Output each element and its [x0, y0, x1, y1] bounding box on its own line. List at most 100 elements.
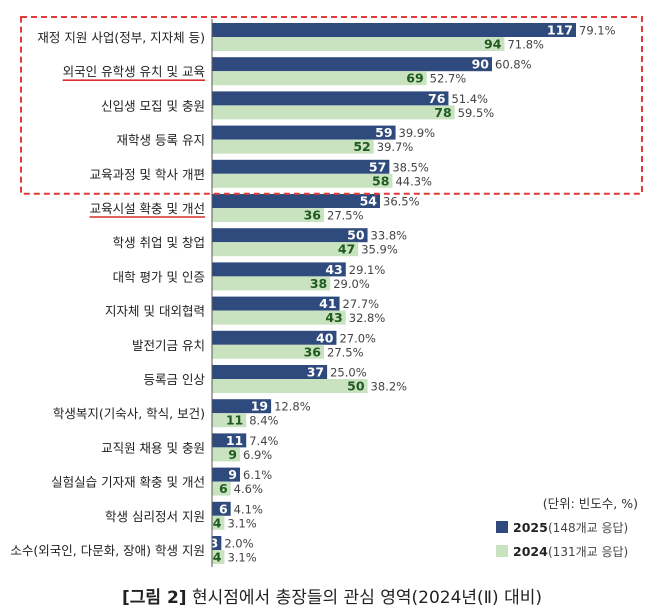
bar-2025: [212, 23, 576, 37]
percent-label-2025: 29.1%: [349, 263, 386, 277]
bar-2025: [212, 399, 272, 414]
percent-label-2024: 38.2%: [371, 380, 408, 394]
percent-label-2024: 4.6%: [234, 482, 263, 496]
category-label: 외국인 유학생 유치 및 교육: [63, 64, 205, 79]
bar-2025: [212, 536, 222, 550]
bar-2025: [212, 262, 346, 277]
legend-swatch-2025: [496, 521, 508, 533]
percent-label-2025: 25.0%: [330, 366, 367, 380]
unit-note: (단위: 빈도수, %): [543, 496, 638, 511]
percent-label-2024: 6.9%: [243, 448, 272, 462]
percent-label-2025: 39.9%: [399, 126, 436, 140]
category-label: 재정 지원 사업(정부, 지자체 등): [37, 30, 205, 45]
caption-text: 현시점에서 총장들의 관심 영역(2024년(Ⅱ) 대비): [186, 588, 542, 608]
percent-label-2024: 44.3%: [395, 174, 432, 188]
percent-label-2025: 51.4%: [451, 92, 488, 106]
percent-label-2025: 6.1%: [243, 468, 272, 482]
caption-prefix: [그림 2]: [122, 588, 187, 608]
bar-2024: [212, 550, 225, 564]
bar-2025: [212, 125, 396, 140]
value-label-2025: 37: [307, 365, 324, 380]
value-label-2024: 6: [219, 481, 228, 496]
category-label: 교직원 채용 및 충원: [101, 440, 205, 455]
category-label: 학생 심리정서 지원: [105, 509, 205, 524]
bar-2024: [212, 242, 359, 257]
value-label-2025: 11: [226, 433, 243, 448]
bar-2025: [212, 433, 247, 448]
value-label-2025: 50: [347, 228, 365, 243]
category-label: 발전기금 유치: [132, 338, 205, 353]
percent-label-2025: 38.5%: [392, 160, 429, 174]
percent-label-2025: 12.8%: [274, 400, 311, 414]
category-label: 교육과정 및 학사 개편: [90, 167, 205, 182]
bar-2024: [212, 37, 505, 51]
value-label-2025: 3: [210, 536, 219, 551]
percent-label-2024: 59.5%: [458, 106, 495, 120]
value-label-2024: 52: [353, 139, 370, 154]
value-label-2024: 38: [310, 276, 327, 291]
bar-2024: [212, 481, 231, 496]
value-label-2025: 19: [251, 399, 268, 414]
bar-2024: [212, 208, 324, 222]
highlight-box: [20, 16, 643, 195]
bar-2024: [212, 413, 247, 428]
category-label: 교육시설 확충 및 개선: [90, 201, 205, 216]
percent-label-2024: 27.5%: [327, 345, 364, 359]
percent-label-2025: 79.1%: [579, 24, 616, 38]
bar-2024: [212, 515, 225, 530]
bar-2024: [212, 173, 393, 188]
value-label-2024: 43: [325, 310, 342, 325]
legend-label-2024: 2024: [513, 544, 548, 559]
value-label-2024: 9: [228, 447, 237, 462]
value-label-2024: 4: [213, 550, 222, 565]
percent-label-2024: 71.8%: [507, 38, 544, 52]
value-label-2024: 4: [213, 515, 222, 530]
percent-label-2025: 2.0%: [224, 537, 253, 551]
percent-label-2024: 35.9%: [361, 243, 398, 257]
value-label-2024: 78: [434, 105, 451, 120]
bar-2025: [212, 296, 340, 311]
category-label: 재학생 등록 유지: [117, 133, 205, 148]
value-label-2025: 43: [325, 262, 342, 277]
bar-2024: [212, 139, 374, 154]
category-label: 대학 평가 및 인증: [113, 269, 205, 284]
value-label-2025: 41: [319, 296, 336, 311]
bar-2025: [212, 330, 337, 345]
percent-label-2024: 3.1%: [227, 551, 256, 565]
value-label-2024: 47: [338, 242, 355, 257]
value-label-2025: 76: [428, 91, 446, 106]
bar-chart: 재정 지원 사업(정부, 지자체 등) 117 79.1% 9 4 71.8% 외국인 유학…: [10, 16, 643, 567]
legend-note-2024: (131개교 응답): [548, 545, 628, 559]
bar-2025: [212, 194, 380, 208]
value-label-2025: 59: [375, 125, 392, 140]
value-label-2024: 36: [304, 208, 322, 223]
value-label-2024: 11: [226, 413, 243, 428]
bar-2024: [212, 379, 368, 393]
percent-label-2024: 39.7%: [377, 140, 414, 154]
bar-2024: [212, 344, 324, 359]
value-label-2025: 57: [369, 159, 386, 174]
percent-label-2024: 32.8%: [349, 311, 386, 325]
percent-label-2025: 27.0%: [339, 331, 376, 345]
percent-label-2025: 27.7%: [343, 297, 380, 311]
category-label: 지자체 및 대외협력: [105, 304, 205, 319]
legend-label-2025: 2025: [513, 520, 548, 535]
percent-label-2024: 52.7%: [430, 72, 467, 86]
category-label: 소수(외국인, 다문화, 장애) 학생 지원: [10, 543, 205, 558]
percent-label-2024: 3.1%: [227, 516, 256, 530]
value-label-2025: 6: [219, 501, 228, 516]
bar-2024: [212, 276, 331, 291]
bar-2025: [212, 228, 368, 243]
percent-label-2025: 33.8%: [371, 229, 408, 243]
bar-2025: [212, 501, 231, 516]
bar-2024: [212, 310, 346, 325]
percent-label-2025: 4.1%: [234, 502, 263, 516]
percent-label-2024: 27.5%: [327, 209, 364, 223]
bar-2025: [212, 159, 390, 174]
legend-swatch-2024: [496, 545, 508, 557]
percent-label-2025: 36.5%: [383, 195, 420, 209]
value-label-2025: 117: [547, 23, 573, 38]
value-label-2024: 36: [304, 344, 322, 359]
percent-label-2024: 8.4%: [249, 414, 278, 428]
percent-label-2025: 60.8%: [495, 58, 532, 72]
